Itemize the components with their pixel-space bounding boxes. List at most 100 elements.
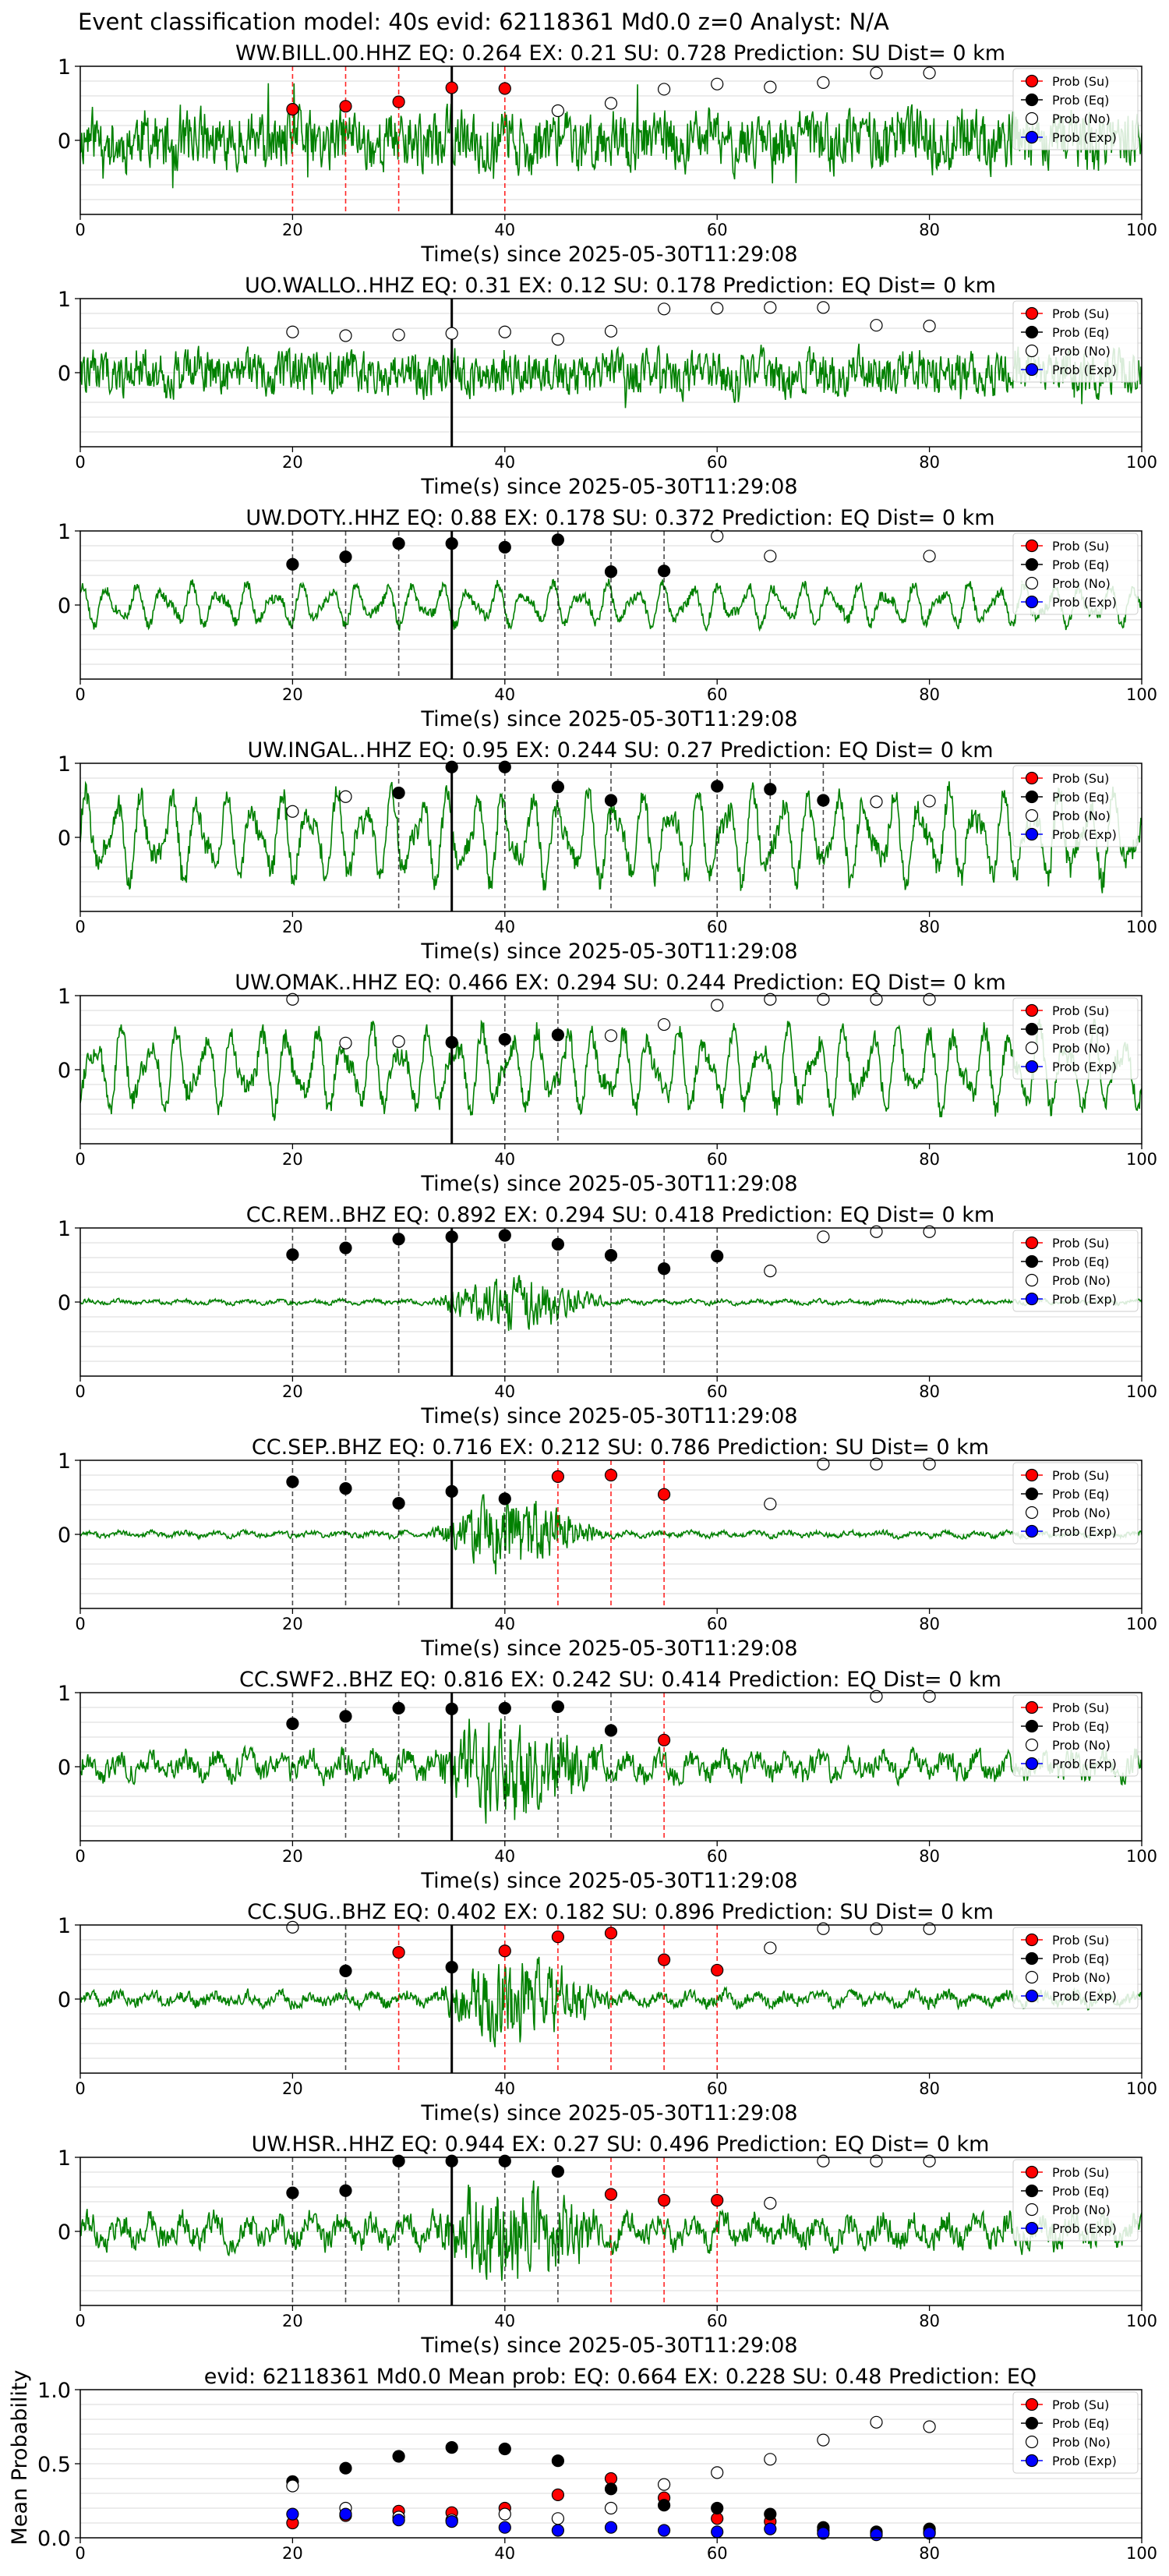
x-tick-label: 0 <box>75 1615 85 1633</box>
legend-box <box>1012 1694 1139 1777</box>
x-axis-label: Time(s) since 2025-05-30T11:29:08 <box>420 1172 797 1196</box>
legend-label: Prob (No) <box>1052 2435 1111 2450</box>
legend-label: Prob (Exp) <box>1052 827 1117 842</box>
x-tick-label: 60 <box>707 918 728 936</box>
y-tick-label: 0 <box>58 362 71 386</box>
panel-title: CC.SWF2..BHZ EQ: 0.816 EX: 0.242 SU: 0.4… <box>239 1668 1001 1692</box>
x-tick-label: 20 <box>282 1150 303 1169</box>
legend: Prob (Su) Prob (Eq) Prob (No) Prob (Exp) <box>1012 2391 1139 2474</box>
marker-probno <box>657 2478 671 2491</box>
legend-label: Prob (Exp) <box>1052 2454 1117 2468</box>
marker-probexp <box>445 2515 458 2528</box>
panel-title: UW.OMAK..HHZ EQ: 0.466 EX: 0.294 SU: 0.2… <box>235 971 1006 995</box>
panel-5: 0 20 40 60 80 100 0 1 UW.OMAK..HHZ EQ: 0.466 EX:… <box>58 971 1157 1196</box>
legend-label: Prob (Exp) <box>1052 1757 1117 1771</box>
legend-box <box>1012 765 1139 847</box>
legend-label: Prob (Su) <box>1052 539 1109 554</box>
legend-label: Prob (Su) <box>1052 1700 1109 1715</box>
marker-probno <box>764 2453 777 2466</box>
legend-marker <box>1025 93 1039 107</box>
panel-11: 0 20 40 60 80 100 0.0 0.5 1.0 evid: 62118361 Md0.… <box>8 2365 1157 2563</box>
marker-probeq <box>445 1961 458 1974</box>
y-tick-label: 1 <box>58 752 71 777</box>
panel-3: 0 20 40 60 80 100 0 1 UW.DOTY..HHZ EQ: 0.88 EX: … <box>58 506 1157 731</box>
marker-probeq <box>551 1700 565 1714</box>
marker-probeq <box>711 780 724 793</box>
marker-probeq <box>392 537 405 550</box>
marker-probsu <box>711 2194 724 2207</box>
legend-marker <box>1025 363 1039 377</box>
marker-probno <box>657 83 671 96</box>
panel-10: 0 20 40 60 80 100 0 1 UW.HSR..HHZ EQ: 0.944 EX: … <box>58 2132 1157 2358</box>
marker-probsu <box>498 82 511 95</box>
legend-marker <box>1025 1273 1039 1287</box>
legend-label: Prob (No) <box>1052 1506 1111 1520</box>
legend-marker <box>1025 809 1039 823</box>
x-tick-label: 40 <box>494 918 515 936</box>
x-tick-label: 80 <box>919 1847 940 1866</box>
marker-probexp <box>657 2524 671 2537</box>
marker-probno <box>339 329 352 342</box>
marker-probeq <box>339 2184 352 2197</box>
x-tick-label: 40 <box>494 221 515 239</box>
marker-probsu <box>604 1468 618 1482</box>
y-tick-label: 1.0 <box>37 2379 71 2403</box>
marker-probeq <box>445 1484 458 1499</box>
x-tick-label: 80 <box>919 1382 940 1401</box>
marker-probeq <box>498 2154 511 2167</box>
marker-probeq <box>551 2454 565 2468</box>
panel-title: evid: 62118361 Md0.0 Mean prob: EQ: 0.66… <box>204 2365 1037 2389</box>
legend: Prob (Su) Prob (Eq) Prob (No) Prob (Exp) <box>1012 765 1139 847</box>
marker-probexp <box>764 2522 777 2535</box>
marker-probno <box>764 550 777 563</box>
y-tick-label: 1 <box>58 2146 71 2171</box>
marker-probeq <box>551 780 565 794</box>
marker-probexp <box>817 2527 830 2540</box>
plot-area <box>80 996 1142 1144</box>
panel-9: 0 20 40 60 80 100 0 1 CC.SUG..BHZ EQ: 0.402 EX: … <box>58 1900 1157 2125</box>
legend-marker <box>1025 576 1039 590</box>
marker-probsu <box>286 103 299 116</box>
legend-marker <box>1025 595 1039 609</box>
x-tick-label: 0 <box>75 1150 85 1169</box>
legend: Prob (Su) Prob (Eq) Prob (No) Prob (Exp) <box>1012 68 1139 150</box>
legend-marker <box>1025 1022 1039 1036</box>
legend-marker <box>1025 74 1039 88</box>
x-tick-label: 100 <box>1126 918 1157 936</box>
marker-probeq <box>392 2154 405 2167</box>
marker-probno <box>870 993 883 1006</box>
y-tick-label: 0.5 <box>37 2453 71 2477</box>
legend-label: Prob (Su) <box>1052 771 1109 786</box>
legend-marker <box>1025 1487 1039 1501</box>
legend: Prob (Su) Prob (Eq) Prob (No) Prob (Exp) <box>1012 1462 1139 1545</box>
panel-title: UW.DOTY..HHZ EQ: 0.88 EX: 0.178 SU: 0.37… <box>245 506 994 530</box>
plot-area <box>80 1693 1142 1841</box>
x-tick-label: 40 <box>494 453 515 472</box>
legend-label: Prob (Eq) <box>1052 790 1109 805</box>
legend-label: Prob (Eq) <box>1052 93 1109 108</box>
y-tick-label: 1 <box>58 1449 71 1474</box>
legend-label: Prob (Eq) <box>1052 1951 1109 1966</box>
marker-probexp <box>870 2528 883 2542</box>
marker-probno <box>817 301 830 314</box>
legend-box <box>1012 533 1139 615</box>
legend-marker <box>1025 539 1039 553</box>
x-tick-label: 20 <box>282 685 303 704</box>
marker-probno <box>764 993 777 1006</box>
legend-label: Prob (Su) <box>1052 74 1109 89</box>
marker-probno <box>498 2507 511 2521</box>
marker-probexp <box>711 2525 724 2539</box>
waveform-trace <box>80 1718 1142 1824</box>
legend-marker <box>1025 2435 1039 2449</box>
marker-probeq <box>339 1964 352 1977</box>
marker-probexp <box>392 2514 405 2527</box>
y-tick-label: 0 <box>58 1291 71 1315</box>
marker-probeq <box>551 1028 565 1042</box>
legend-label: Prob (No) <box>1052 1970 1111 1985</box>
marker-probno <box>392 328 405 341</box>
x-tick-label: 100 <box>1126 1615 1157 1633</box>
panel-title: CC.REM..BHZ EQ: 0.892 EX: 0.294 SU: 0.41… <box>246 1203 994 1227</box>
marker-probno <box>286 325 299 338</box>
